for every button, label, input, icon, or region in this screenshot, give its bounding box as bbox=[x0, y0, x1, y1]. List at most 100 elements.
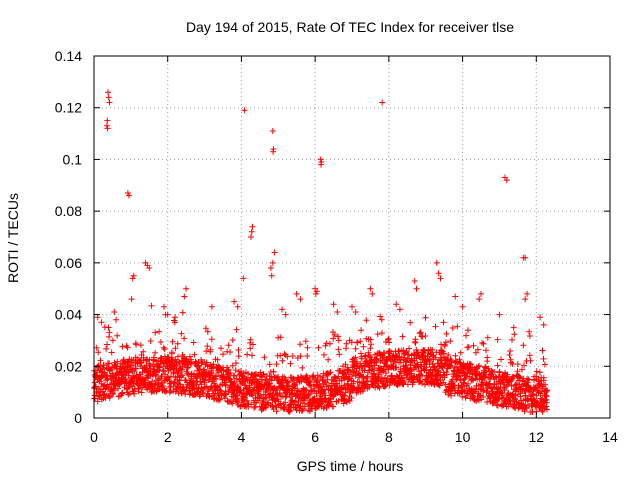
data-point bbox=[480, 340, 487, 347]
data-point bbox=[113, 316, 120, 323]
data-point bbox=[543, 399, 550, 406]
data-point bbox=[353, 359, 360, 365]
data-point bbox=[504, 371, 511, 378]
data-point bbox=[304, 344, 311, 351]
data-point bbox=[361, 353, 368, 360]
data-point bbox=[309, 373, 316, 380]
data-point bbox=[104, 341, 111, 348]
data-point bbox=[472, 386, 479, 393]
x-tick-label: 4 bbox=[238, 429, 246, 445]
data-point bbox=[519, 366, 525, 373]
data-point bbox=[544, 406, 550, 413]
data-point bbox=[247, 345, 254, 352]
data-point bbox=[128, 296, 135, 303]
x-tick-labels: 0 2 4 6 8 10 12 14 bbox=[90, 429, 618, 445]
data-point bbox=[472, 349, 479, 356]
data-point bbox=[465, 327, 471, 334]
data-point bbox=[386, 339, 392, 346]
data-point bbox=[510, 324, 517, 331]
data-point bbox=[190, 339, 197, 346]
data-point bbox=[440, 319, 447, 326]
data-point bbox=[448, 392, 455, 399]
data-point bbox=[137, 342, 144, 349]
data-point bbox=[186, 353, 193, 360]
data-point bbox=[321, 351, 327, 358]
data-point bbox=[506, 352, 513, 358]
data-point bbox=[456, 356, 463, 363]
data-point bbox=[494, 336, 501, 343]
data-point bbox=[331, 331, 338, 338]
data-point bbox=[454, 323, 461, 330]
data-point bbox=[268, 272, 275, 279]
data-point bbox=[408, 370, 414, 377]
x-tick-label: 2 bbox=[164, 429, 172, 445]
data-point bbox=[133, 365, 139, 372]
data-point bbox=[478, 290, 484, 297]
data-point bbox=[261, 354, 268, 361]
data-point bbox=[296, 388, 302, 394]
data-point bbox=[465, 344, 472, 350]
data-point bbox=[399, 333, 406, 340]
data-point bbox=[484, 358, 491, 365]
data-point bbox=[114, 358, 121, 365]
data-point bbox=[348, 339, 355, 346]
data-point bbox=[135, 386, 142, 393]
data-point bbox=[406, 345, 413, 352]
data-point bbox=[540, 374, 547, 381]
data-point bbox=[162, 388, 169, 395]
data-point bbox=[521, 388, 528, 394]
data-point bbox=[421, 352, 427, 359]
data-point bbox=[282, 399, 289, 406]
data-point bbox=[249, 223, 256, 230]
data-point bbox=[98, 319, 105, 326]
data-point bbox=[106, 99, 113, 106]
data-point bbox=[357, 338, 364, 345]
data-point bbox=[248, 228, 255, 235]
data-point bbox=[119, 390, 125, 397]
data-point bbox=[286, 408, 293, 415]
data-point bbox=[330, 335, 337, 342]
data-point bbox=[146, 265, 153, 271]
data-point bbox=[374, 331, 381, 338]
data-point bbox=[214, 356, 221, 363]
data-point bbox=[126, 192, 132, 199]
data-point bbox=[299, 364, 306, 371]
data-point bbox=[359, 388, 366, 395]
data-point bbox=[220, 367, 227, 374]
data-point bbox=[248, 234, 254, 240]
chart-title: Day 194 of 2015, Rate Of TEC Index for r… bbox=[186, 19, 514, 35]
data-point bbox=[291, 376, 297, 383]
axis-ticks bbox=[93, 55, 611, 419]
data-point bbox=[369, 290, 376, 297]
data-point bbox=[162, 311, 169, 318]
data-point bbox=[152, 349, 159, 356]
data-point bbox=[368, 341, 374, 348]
data-point bbox=[198, 360, 205, 367]
data-point bbox=[476, 362, 482, 369]
data-point bbox=[113, 372, 120, 379]
data-point bbox=[94, 398, 101, 405]
data-point bbox=[352, 354, 359, 361]
data-point bbox=[168, 373, 174, 380]
data-point bbox=[203, 348, 210, 355]
data-point bbox=[297, 341, 304, 348]
data-point bbox=[343, 340, 350, 347]
data-point bbox=[237, 387, 244, 394]
data-point bbox=[517, 374, 524, 381]
data-point bbox=[208, 336, 215, 343]
data-point bbox=[103, 122, 110, 129]
data-point bbox=[386, 382, 393, 389]
data-point bbox=[413, 285, 420, 292]
data-point bbox=[249, 352, 255, 359]
data-point bbox=[233, 375, 240, 382]
data-point bbox=[527, 357, 534, 364]
data-point bbox=[335, 333, 341, 340]
data-point bbox=[306, 391, 313, 398]
data-point bbox=[457, 349, 464, 356]
data-point bbox=[94, 314, 101, 321]
data-point bbox=[490, 384, 496, 391]
data-point bbox=[382, 370, 389, 377]
data-point bbox=[169, 338, 176, 345]
